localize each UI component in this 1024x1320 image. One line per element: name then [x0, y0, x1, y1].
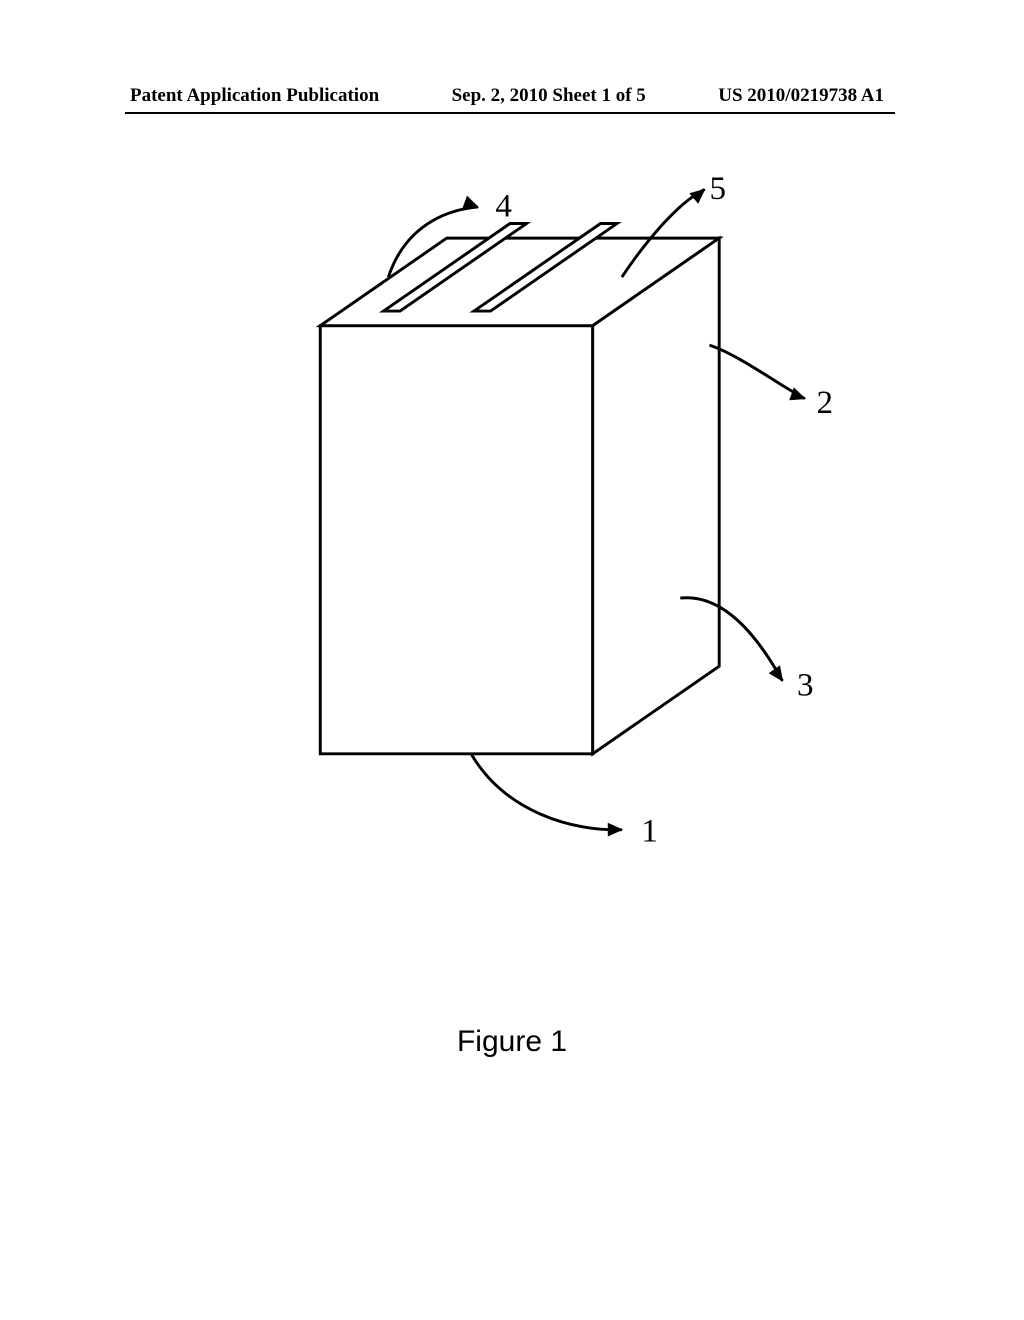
ref-label-2: 2	[816, 385, 833, 421]
page-header: Patent Application Publication Sep. 2, 2…	[0, 85, 1024, 107]
header-left: Patent Application Publication	[130, 85, 379, 107]
ref-label-3: 3	[797, 667, 814, 703]
ref-label-1: 1	[641, 813, 658, 849]
header-center: Sep. 2, 2010 Sheet 1 of 5	[452, 85, 646, 107]
figure-1: 4 5 2 3 1	[125, 170, 895, 990]
ref-label-5: 5	[709, 171, 726, 207]
ref-label-4: 4	[495, 189, 512, 225]
figure-caption: Figure 1	[0, 1025, 1024, 1059]
figure-svg: 4 5 2 3 1	[125, 170, 895, 890]
header-right: US 2010/0219738 A1	[718, 85, 884, 107]
header-divider	[125, 112, 895, 114]
